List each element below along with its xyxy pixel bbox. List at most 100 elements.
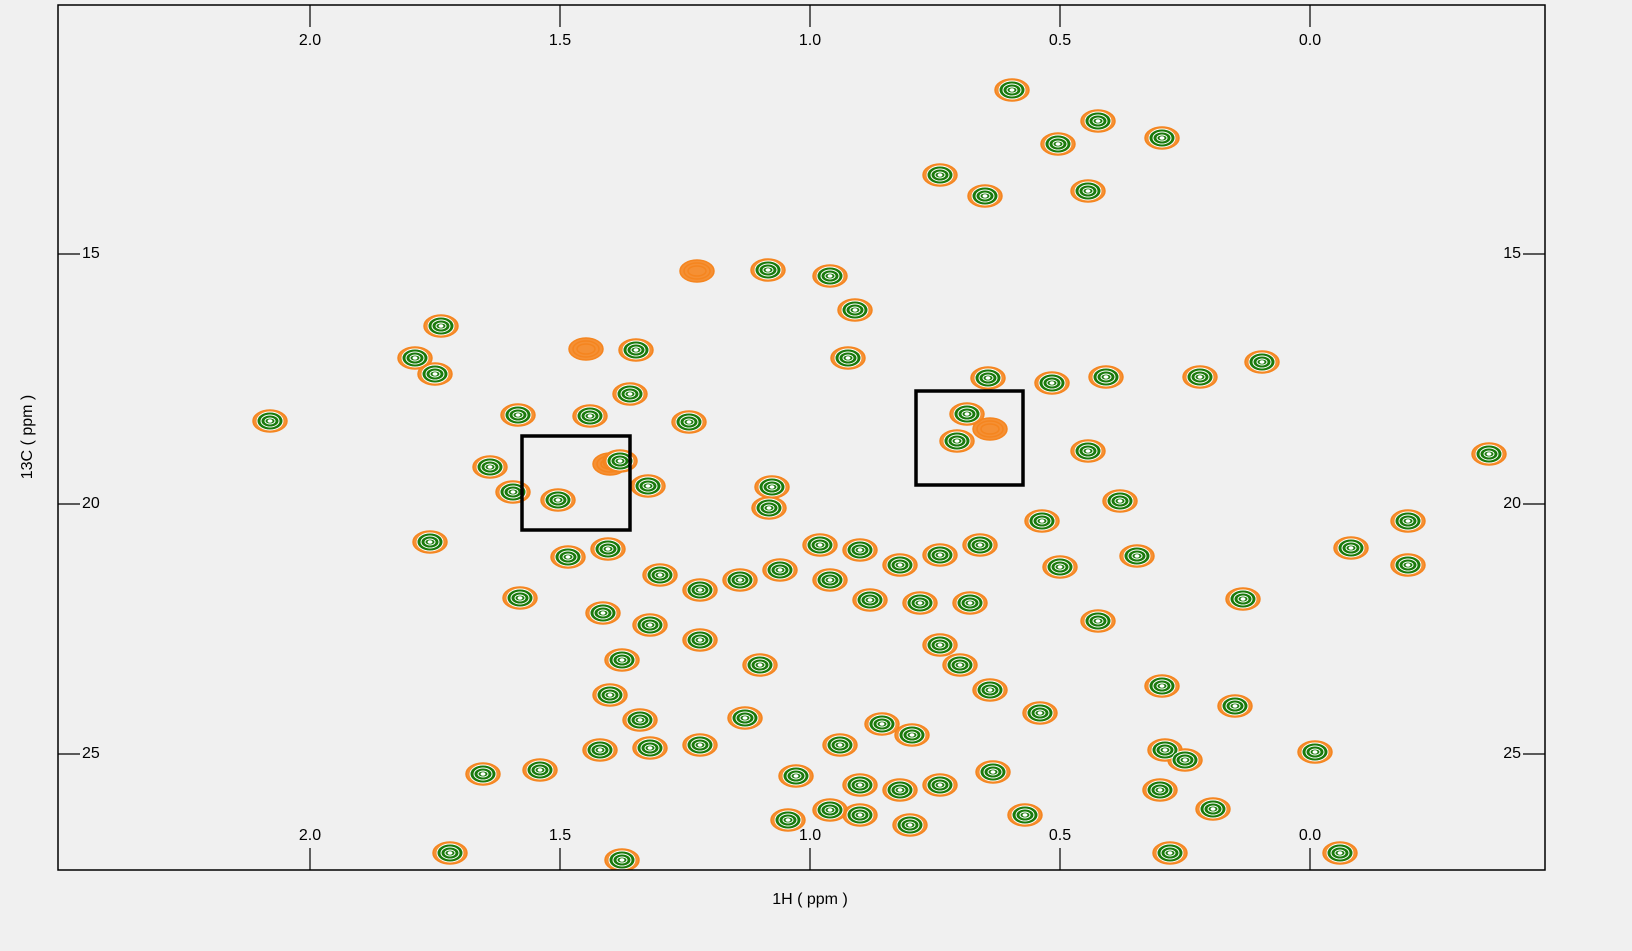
peak-center <box>937 643 943 647</box>
contour-ring <box>975 189 995 203</box>
contour-ring <box>440 846 460 860</box>
x-tick-label: 0.0 <box>1299 32 1321 49</box>
contour-ring <box>770 563 790 577</box>
peak <box>926 635 954 655</box>
peak-center <box>937 553 943 557</box>
contour-ring <box>854 781 866 789</box>
peak-center <box>845 356 851 360</box>
contour-ring <box>594 746 606 754</box>
contour-ring <box>690 738 710 752</box>
peak-center <box>1348 546 1354 550</box>
peak <box>675 412 703 432</box>
peak <box>554 547 582 567</box>
peak-center <box>697 638 703 642</box>
peak <box>758 477 786 497</box>
peak-center <box>1232 704 1238 708</box>
contour-ring <box>820 269 840 283</box>
contour-ring <box>1006 86 1018 94</box>
x-axis-label: 1H ( ppm ) <box>772 891 848 908</box>
peak-center <box>537 768 543 772</box>
contour-ring <box>1237 595 1249 603</box>
contour-ring <box>644 621 656 629</box>
contour-ring <box>894 786 906 794</box>
x-tick-label: 1.0 <box>799 827 821 844</box>
x-tick-label: 2.0 <box>299 32 321 49</box>
peak <box>896 815 924 835</box>
peak-center <box>597 748 603 752</box>
contour-ring <box>983 765 1003 779</box>
contour-ring <box>1207 805 1219 813</box>
peak-center <box>757 663 763 667</box>
peak-center <box>1337 851 1343 855</box>
peak-center <box>857 813 863 817</box>
contour-ring <box>766 483 778 491</box>
peak-center <box>1039 519 1045 523</box>
peak-center <box>1085 449 1091 453</box>
contour-ring <box>854 546 866 554</box>
contour-ring <box>512 411 524 419</box>
peak-center <box>1157 788 1163 792</box>
contour-ring <box>642 482 654 490</box>
y-tick-label: 15 <box>82 245 100 262</box>
x-tick-label: 1.0 <box>799 32 821 49</box>
y-tick-label: 20 <box>82 495 100 512</box>
contour-ring <box>1229 702 1241 710</box>
peak <box>946 655 974 675</box>
contour-ring <box>890 783 910 797</box>
peak <box>544 490 572 510</box>
peak-center <box>1037 711 1043 715</box>
contour-ring <box>1156 134 1168 142</box>
contour-ring <box>1341 541 1361 555</box>
contour-ring <box>954 661 966 669</box>
peak <box>256 411 284 431</box>
peak-center <box>647 623 653 627</box>
spectrum <box>252 78 1507 870</box>
contour-ring <box>860 593 880 607</box>
peak-center <box>954 439 960 443</box>
contour-ring <box>1048 137 1068 151</box>
contour-ring <box>974 541 986 549</box>
peak-center <box>587 414 593 418</box>
peak <box>826 735 854 755</box>
contour-ring <box>1203 802 1223 816</box>
y-tick-label: 20 <box>1503 495 1521 512</box>
contour-ring <box>602 545 614 553</box>
peak <box>1146 780 1174 800</box>
contour-ring <box>934 781 946 789</box>
contour-ring <box>510 591 530 605</box>
contour-ring <box>1054 563 1066 571</box>
contour-ring <box>820 573 840 587</box>
peak-center <box>827 808 833 812</box>
peak-center <box>697 588 703 592</box>
contour-ring <box>1046 379 1058 387</box>
contour-ring <box>429 370 441 378</box>
peak <box>686 580 714 600</box>
contour-ring <box>1164 849 1176 857</box>
contour-ring <box>690 633 710 647</box>
peak-center <box>1095 119 1101 123</box>
contour-ring <box>754 661 766 669</box>
peak <box>526 760 554 780</box>
peak <box>1394 555 1422 575</box>
contour-ring <box>552 496 564 504</box>
contour-ring <box>976 420 1004 438</box>
contour-ring <box>979 192 991 200</box>
peak-center <box>480 772 486 776</box>
peak-center <box>515 413 521 417</box>
peak-center <box>637 718 643 722</box>
contour-ring <box>694 741 706 749</box>
peak-center <box>627 392 633 396</box>
contour-ring <box>950 658 970 672</box>
contour-ring <box>562 553 574 561</box>
contour-ring <box>425 367 445 381</box>
peak <box>971 186 999 206</box>
peak-center <box>793 774 799 778</box>
peak <box>616 384 644 404</box>
peak-center <box>852 308 858 312</box>
peak <box>636 738 664 758</box>
contour-ring <box>902 728 922 742</box>
contour-ring <box>763 504 775 512</box>
peak <box>1394 511 1422 531</box>
contour-ring <box>830 738 850 752</box>
peak <box>596 685 624 705</box>
